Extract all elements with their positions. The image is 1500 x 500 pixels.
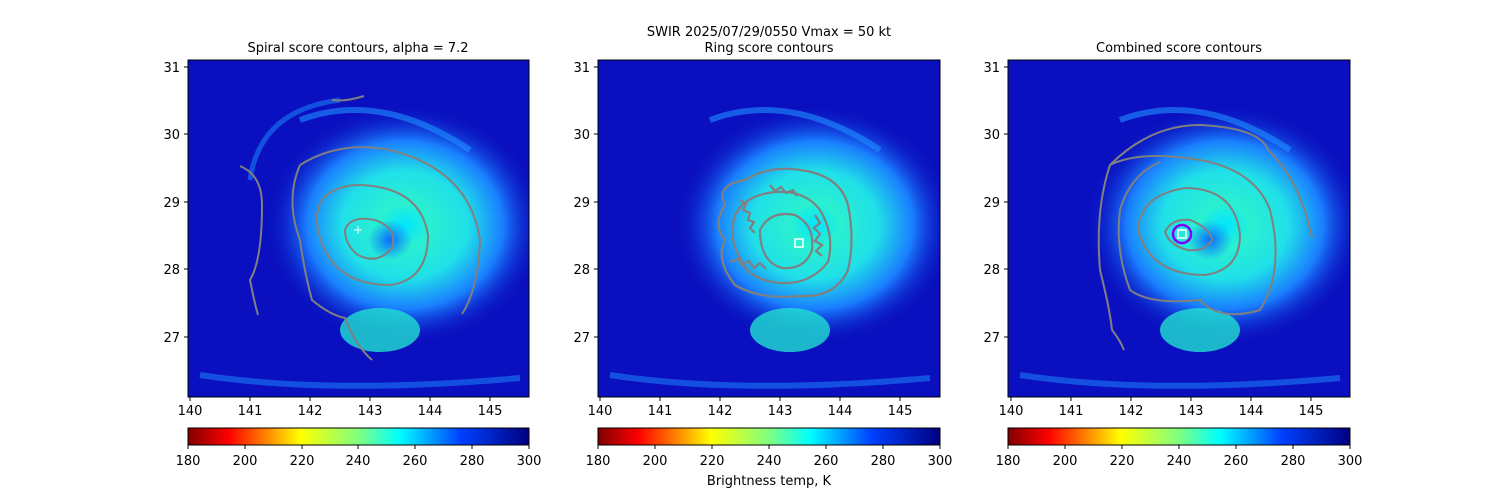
colorbar: 180 200 220 240 260 280 300 Brightness t…	[586, 427, 953, 489]
x-tick-label: 140	[999, 404, 1024, 419]
figure-suptitle: SWIR 2025/07/29/0550 Vmax = 50 kt	[647, 25, 891, 40]
x-tick-label: 142	[708, 404, 733, 419]
x-axis: 140 141 142 143 144 145	[999, 397, 1324, 419]
cbar-tick-label: 260	[403, 454, 428, 469]
cbar-tick-label: 240	[1167, 454, 1192, 469]
x-tick-label: 145	[478, 404, 503, 419]
x-tick-label: 143	[1179, 404, 1204, 419]
x-tick-label: 140	[178, 404, 203, 419]
y-tick-label: 30	[163, 128, 180, 143]
y-tick-label: 29	[163, 196, 180, 211]
center-marker: +	[353, 223, 363, 237]
cbar-tick-label: 260	[814, 454, 839, 469]
ring-contours	[717, 167, 853, 298]
x-tick-label: 142	[1119, 404, 1144, 419]
x-tick-label: 141	[648, 404, 673, 419]
y-tick-label: 30	[983, 128, 1000, 143]
y-tick-label: 29	[983, 196, 1000, 211]
cbar-tick-label: 200	[233, 454, 258, 469]
y-tick-label: 31	[983, 61, 1000, 76]
y-tick-label: 28	[573, 263, 590, 278]
colorbar-label: Brightness temp, K	[707, 474, 832, 489]
cbar-tick-label: 180	[176, 454, 201, 469]
cbar-tick-label: 220	[700, 454, 725, 469]
colorbar: 180 200 220 240 260 280 300	[176, 427, 542, 469]
y-tick-label: 31	[573, 61, 590, 76]
x-tick-label: 141	[238, 404, 263, 419]
x-tick-label: 143	[768, 404, 793, 419]
cbar-tick-label: 220	[1110, 454, 1135, 469]
y-axis: 27 28 29 30 31	[983, 61, 1008, 346]
x-tick-label: 144	[828, 404, 853, 419]
cbar-tick-label: 200	[643, 454, 668, 469]
y-axis: 27 28 29 30 31	[163, 61, 188, 346]
cbar-tick-label: 280	[1281, 454, 1306, 469]
storm-cloud	[199, 97, 529, 389]
center-marker	[1171, 223, 1193, 245]
x-tick-label: 145	[1299, 404, 1324, 419]
storm-cloud	[1019, 105, 1350, 389]
cbar-tick-label: 280	[871, 454, 896, 469]
cbar-tick-label: 300	[928, 454, 953, 469]
x-tick-label: 145	[888, 404, 913, 419]
cbar-tick-label: 300	[1338, 454, 1363, 469]
x-tick-label: 140	[588, 404, 613, 419]
spiral-contours	[239, 95, 482, 361]
panel-title: Ring score contours	[704, 41, 833, 56]
cbar-tick-label: 180	[996, 454, 1021, 469]
x-tick-label: 143	[358, 404, 383, 419]
colorbar: 180 200 220 240 260 280 300	[996, 427, 1363, 469]
cbar-tick-label: 260	[1224, 454, 1249, 469]
panel-combined: Combined score contours 140 1	[983, 41, 1363, 469]
cbar-tick-label: 240	[346, 454, 371, 469]
y-tick-label: 27	[983, 331, 1000, 346]
cbar-tick-label: 220	[290, 454, 315, 469]
y-tick-label: 28	[163, 263, 180, 278]
panel-title: Combined score contours	[1096, 41, 1262, 56]
panel-title: Spiral score contours, alpha = 7.2	[247, 41, 468, 56]
y-tick-label: 30	[573, 128, 590, 143]
x-tick-label: 144	[1239, 404, 1264, 419]
cbar-tick-label: 240	[757, 454, 782, 469]
cbar-tick-label: 200	[1053, 454, 1078, 469]
panel-ring: Ring score contours 140 141	[573, 41, 953, 489]
x-tick-label: 144	[418, 404, 443, 419]
x-axis: 140 141 142 143 144 145	[588, 397, 913, 419]
y-tick-label: 27	[573, 331, 590, 346]
y-tick-label: 28	[983, 263, 1000, 278]
center-square	[1177, 229, 1187, 239]
y-tick-label: 31	[163, 61, 180, 76]
panel-spiral: Spiral score contours, alpha = 7.2 +	[163, 41, 542, 469]
combined-contours	[1097, 123, 1313, 351]
center-marker	[794, 238, 804, 248]
cbar-tick-label: 280	[460, 454, 485, 469]
x-axis: 140 141 142 143 144 145	[178, 397, 503, 419]
y-axis: 27 28 29 30 31	[573, 61, 598, 346]
y-tick-label: 27	[163, 331, 180, 346]
cbar-tick-label: 180	[586, 454, 611, 469]
x-tick-label: 142	[298, 404, 323, 419]
x-tick-label: 141	[1059, 404, 1084, 419]
cbar-tick-label: 300	[517, 454, 542, 469]
y-tick-label: 29	[573, 196, 590, 211]
